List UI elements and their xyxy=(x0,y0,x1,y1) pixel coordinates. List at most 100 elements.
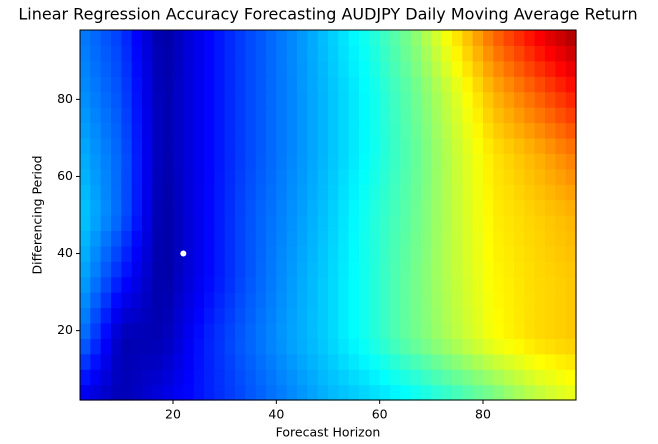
contour-cell xyxy=(276,122,288,139)
contour-cell xyxy=(152,322,164,339)
contour-cell xyxy=(100,30,112,47)
contour-cell xyxy=(369,276,381,293)
contour-cell xyxy=(421,215,432,232)
contour-cell xyxy=(431,338,443,355)
contour-cell xyxy=(483,215,494,232)
contour-cell xyxy=(452,168,463,185)
contour-cell xyxy=(142,353,153,370)
contour-cell xyxy=(162,384,174,401)
contour-cell xyxy=(297,153,308,170)
contour-cell xyxy=(348,322,360,339)
contour-cell xyxy=(565,168,577,185)
contour-cell xyxy=(214,230,226,247)
contour-cell xyxy=(369,122,381,139)
contour-cell xyxy=(90,122,102,139)
contour-cell xyxy=(390,137,401,154)
contour-cell xyxy=(503,338,515,355)
contour-cell xyxy=(266,137,277,154)
contour-cell xyxy=(421,137,432,154)
contour-cell xyxy=(276,369,288,386)
contour-cell xyxy=(142,338,153,355)
contour-cell xyxy=(379,276,391,293)
contour-cell xyxy=(204,122,215,139)
contour-cell xyxy=(472,91,484,108)
contour-cell xyxy=(472,353,484,370)
contour-cell xyxy=(204,199,215,216)
contour-cell xyxy=(183,30,195,47)
contour-cell xyxy=(307,122,319,139)
contour-cell xyxy=(555,215,567,232)
contour-cell xyxy=(369,353,381,370)
contour-cell xyxy=(193,353,205,370)
contour-cell xyxy=(483,292,494,309)
contour-cell xyxy=(80,45,91,62)
contour-cell xyxy=(111,153,122,170)
contour-cell xyxy=(400,168,412,185)
contour-cell xyxy=(421,168,432,185)
contour-cell xyxy=(348,276,360,293)
contour-cell xyxy=(555,245,567,262)
contour-cell xyxy=(328,307,339,324)
contour-cell xyxy=(162,292,174,309)
contour-cell xyxy=(90,168,102,185)
contour-cell xyxy=(483,153,494,170)
contour-cell xyxy=(462,353,474,370)
contour-cell xyxy=(286,168,298,185)
contour-cell xyxy=(472,292,484,309)
contour-cell xyxy=(514,199,525,216)
contour-cell xyxy=(266,384,277,401)
contour-cell xyxy=(173,215,184,232)
contour-cell xyxy=(338,45,350,62)
contour-cell xyxy=(390,91,401,108)
contour-cell xyxy=(100,91,112,108)
contour-cell xyxy=(204,184,215,201)
contour-cell xyxy=(255,215,267,232)
contour-cell xyxy=(400,338,412,355)
contour-cell xyxy=(100,199,112,216)
contour-cell xyxy=(173,261,184,278)
contour-cell xyxy=(121,215,133,232)
contour-cell xyxy=(162,322,174,339)
contour-cell xyxy=(421,45,432,62)
contour-cell xyxy=(441,122,453,139)
contour-cell xyxy=(224,215,236,232)
contour-cell xyxy=(111,261,122,278)
contour-cell xyxy=(452,76,463,93)
contour-cell xyxy=(462,245,474,262)
contour-cell xyxy=(472,168,484,185)
contour-cell xyxy=(452,45,463,62)
contour-cell xyxy=(503,215,515,232)
contour-cell xyxy=(266,122,277,139)
contour-cell xyxy=(503,60,515,77)
contour-cell xyxy=(235,137,246,154)
contour-cell xyxy=(90,76,102,93)
contour-cell xyxy=(307,45,319,62)
contour-cell xyxy=(173,292,184,309)
contour-cell xyxy=(462,369,474,386)
contour-cell xyxy=(338,215,350,232)
contour-cell xyxy=(400,30,412,47)
contour-cell xyxy=(131,353,143,370)
contour-cell xyxy=(80,245,91,262)
contour-cell xyxy=(307,91,319,108)
contour-cell xyxy=(183,199,195,216)
contour-cell xyxy=(348,122,360,139)
contour-cell xyxy=(173,199,184,216)
contour-cell xyxy=(369,261,381,278)
contour-cell xyxy=(328,245,339,262)
contour-cell xyxy=(173,184,184,201)
contour-cell xyxy=(431,199,443,216)
contour-cell xyxy=(204,307,215,324)
contour-cell xyxy=(111,76,122,93)
contour-cell xyxy=(90,137,102,154)
contour-cell xyxy=(431,384,443,401)
contour-cell xyxy=(452,245,463,262)
contour-cell xyxy=(121,384,133,401)
contour-cell xyxy=(224,384,236,401)
contour-cell xyxy=(421,199,432,216)
contour-cell xyxy=(441,353,453,370)
contour-cell xyxy=(524,199,536,216)
contour-cell xyxy=(410,230,422,247)
contour-cell xyxy=(183,76,195,93)
